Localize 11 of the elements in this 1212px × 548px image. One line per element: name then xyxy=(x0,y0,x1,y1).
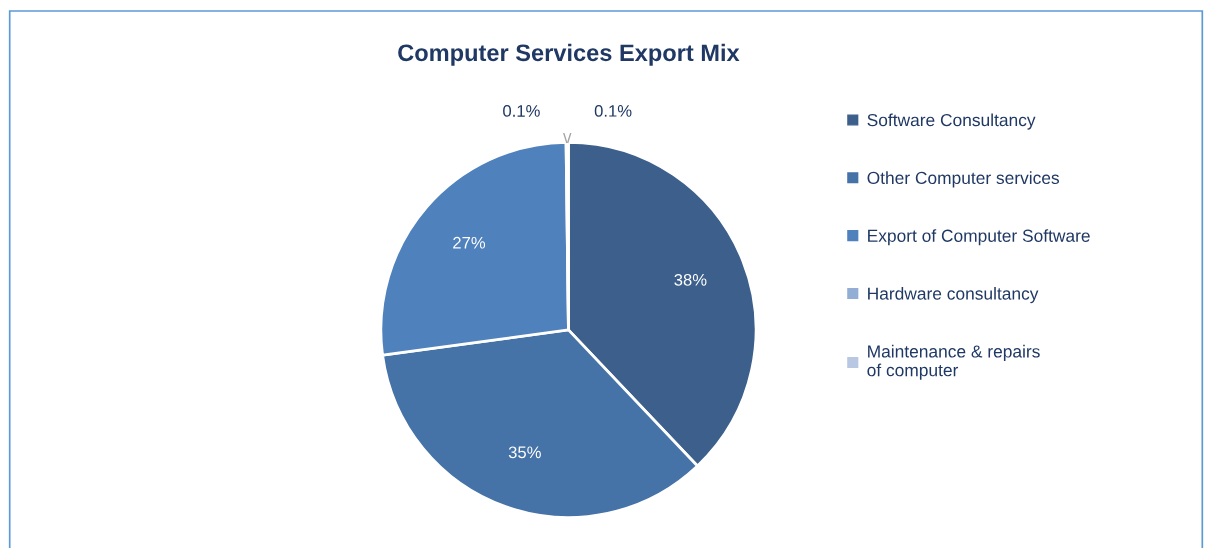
chart-title: Computer Services Export Mix xyxy=(398,43,740,66)
legend-label: Maintenance & repairs of computer xyxy=(867,344,1040,380)
data-label: 0.1% xyxy=(503,104,540,117)
data-label: 35% xyxy=(508,446,541,459)
data-label: 38% xyxy=(674,273,707,286)
legend-label: Export of Computer Software xyxy=(868,229,1090,246)
data-label: 0.1% xyxy=(594,104,632,117)
legend-label: Other Computer services xyxy=(867,171,1060,188)
data-label: 27% xyxy=(453,236,486,249)
legend-label: Software Consultancy xyxy=(867,113,1036,130)
legend-label: Hardware consultancy xyxy=(868,287,1039,304)
